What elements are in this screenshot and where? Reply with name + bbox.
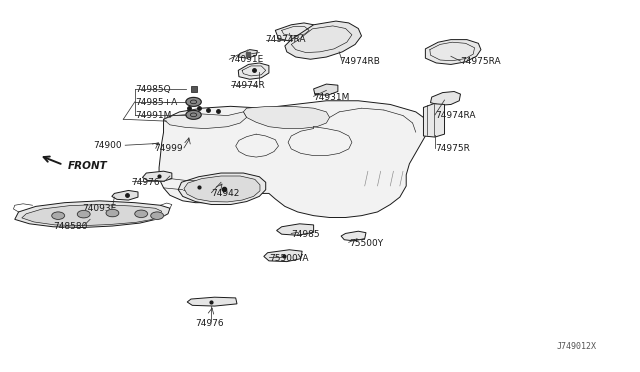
Text: 74985+A: 74985+A	[135, 98, 177, 107]
Polygon shape	[15, 201, 170, 228]
Text: 74974RA: 74974RA	[435, 111, 476, 120]
Text: 74931M: 74931M	[314, 93, 350, 102]
Text: 74999: 74999	[154, 144, 182, 153]
Text: 74975RA: 74975RA	[461, 57, 501, 66]
Polygon shape	[285, 21, 362, 59]
Polygon shape	[314, 84, 338, 95]
Polygon shape	[264, 250, 302, 262]
Polygon shape	[276, 224, 314, 235]
Circle shape	[106, 209, 119, 217]
Text: 74991M: 74991M	[135, 111, 171, 120]
Circle shape	[151, 212, 164, 219]
Text: 748580: 748580	[53, 222, 88, 231]
Text: 74975R: 74975R	[435, 144, 470, 153]
Text: J749012X: J749012X	[556, 342, 596, 351]
Text: 74974RA: 74974RA	[266, 35, 306, 44]
Text: 74974R: 74974R	[230, 81, 266, 90]
Text: 75500YA: 75500YA	[269, 254, 308, 263]
Text: 74985Q: 74985Q	[135, 85, 170, 94]
Text: 74093E: 74093E	[82, 204, 116, 213]
Polygon shape	[112, 190, 138, 200]
Circle shape	[52, 212, 65, 219]
Circle shape	[77, 211, 90, 218]
Text: 74985: 74985	[291, 230, 320, 240]
Text: 74900: 74900	[93, 141, 122, 150]
Polygon shape	[187, 297, 237, 306]
Polygon shape	[164, 112, 246, 129]
Text: 74091E: 74091E	[229, 55, 264, 64]
Polygon shape	[431, 92, 461, 105]
Polygon shape	[178, 173, 266, 205]
Text: 74976: 74976	[195, 319, 224, 328]
Polygon shape	[159, 101, 429, 218]
Polygon shape	[238, 49, 257, 58]
Text: 74942: 74942	[211, 189, 240, 198]
Polygon shape	[238, 63, 269, 79]
Text: 74974RB: 74974RB	[339, 57, 380, 66]
Polygon shape	[426, 39, 481, 64]
Circle shape	[186, 97, 201, 106]
Polygon shape	[341, 231, 366, 241]
Polygon shape	[22, 205, 162, 226]
Polygon shape	[184, 176, 260, 202]
Circle shape	[135, 210, 148, 218]
Text: 75500Y: 75500Y	[349, 239, 383, 248]
Text: FRONT: FRONT	[68, 161, 108, 171]
Text: 74976: 74976	[132, 178, 160, 187]
Polygon shape	[143, 171, 172, 181]
Polygon shape	[275, 23, 314, 41]
Polygon shape	[424, 104, 445, 137]
Polygon shape	[243, 106, 330, 129]
Circle shape	[186, 110, 201, 119]
